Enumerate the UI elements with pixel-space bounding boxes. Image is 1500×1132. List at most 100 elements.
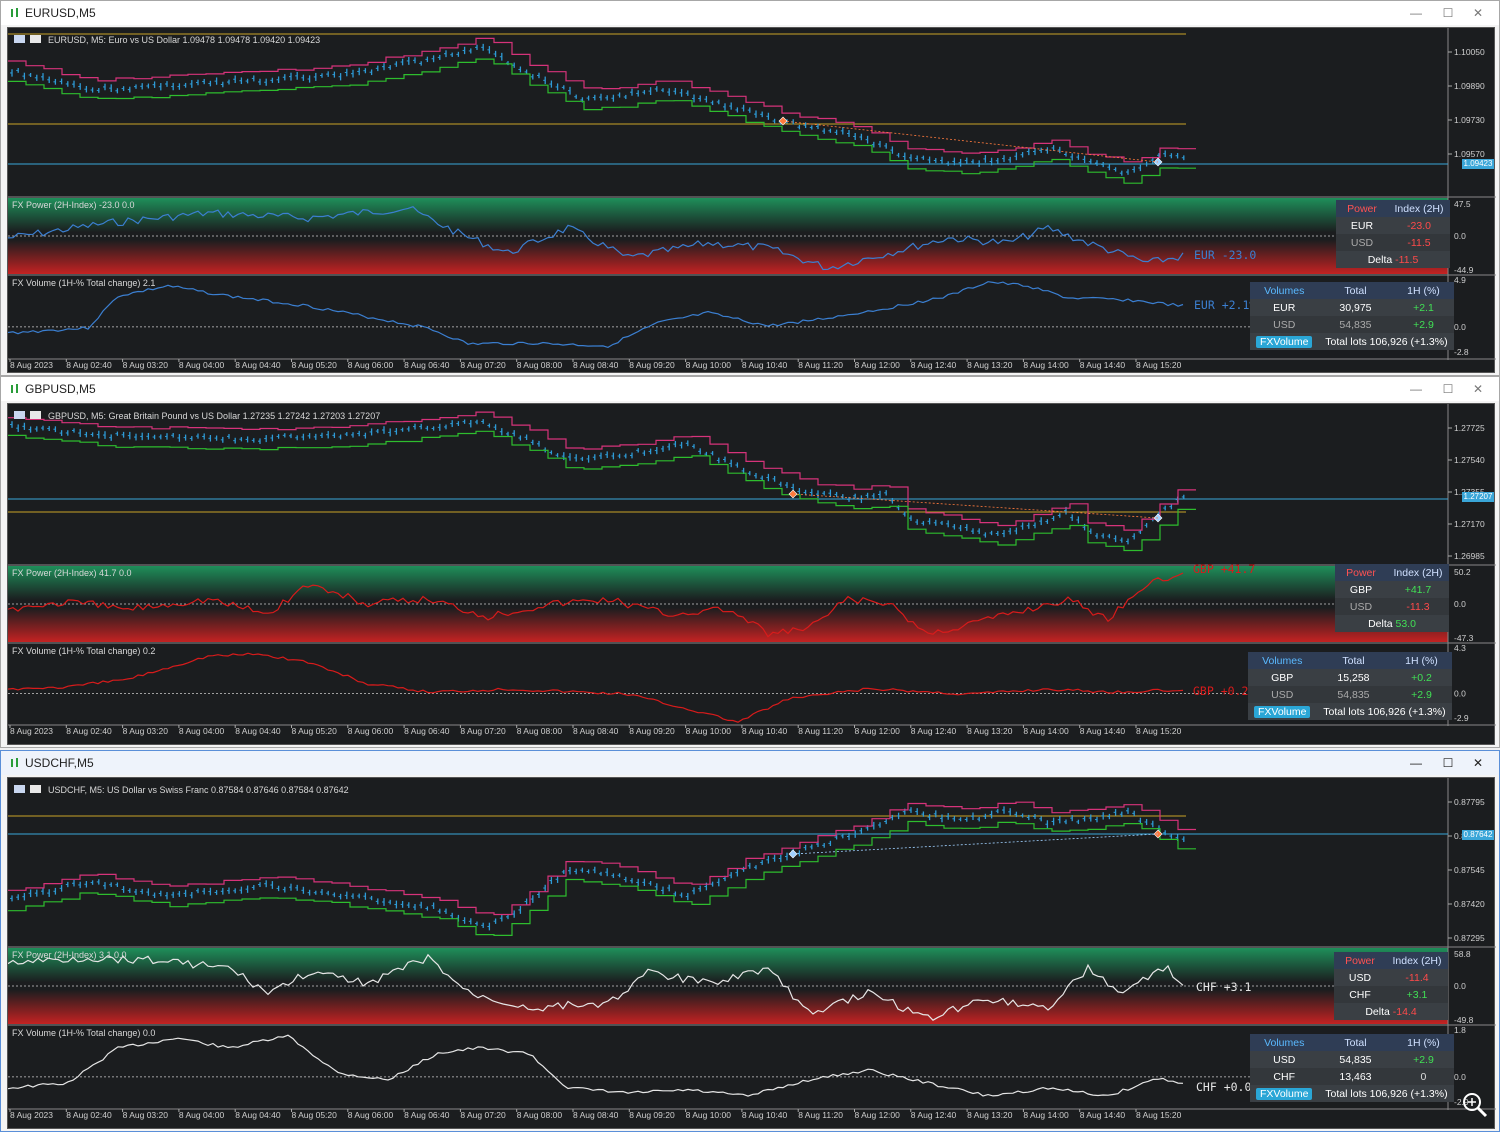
change-cell: +2.9 bbox=[1390, 686, 1453, 703]
volume-line bbox=[8, 1034, 1184, 1097]
time-label: 8 Aug 06:00 bbox=[348, 726, 394, 736]
support-line bbox=[8, 58, 1196, 184]
chart-area[interactable]: EURUSD, M5: Euro vs US Dollar 1.09478 1.… bbox=[7, 27, 1496, 373]
power-tick-label: -49.8 bbox=[1454, 1015, 1474, 1025]
maximize-icon[interactable]: ☐ bbox=[1442, 756, 1454, 770]
close-icon[interactable]: ✕ bbox=[1472, 382, 1484, 396]
time-label: 8 Aug 2023 bbox=[10, 1110, 53, 1120]
power-label: CHF +3.1 bbox=[1196, 980, 1252, 994]
zoom-icon[interactable] bbox=[1460, 1090, 1490, 1120]
total-lots: Total lots 106,926 (+1.3%) bbox=[1316, 703, 1453, 720]
time-label: 8 Aug 14:00 bbox=[1023, 1110, 1069, 1120]
resistance-line bbox=[8, 37, 1196, 163]
price-tick-label: 1.26985 bbox=[1454, 551, 1485, 561]
price-tick-label: 0.87545 bbox=[1454, 865, 1485, 875]
power-header: Power bbox=[1336, 200, 1388, 217]
volume-table: Volumes Total 1H (%) USD 54,835 +2.9 CHF 13,4… bbox=[1250, 1034, 1455, 1102]
power-line bbox=[8, 572, 1184, 638]
value-cell: +3.1 bbox=[1386, 986, 1448, 1003]
volume-label: EUR +2.1% bbox=[1194, 298, 1257, 312]
value-cell: -23.0 bbox=[1388, 217, 1450, 234]
total-lots: Total lots 106,926 (+1.3%) bbox=[1318, 333, 1455, 350]
minimize-icon[interactable]: — bbox=[1410, 756, 1422, 770]
chart-window-icon bbox=[11, 8, 18, 17]
time-label: 8 Aug 04:00 bbox=[179, 1110, 225, 1120]
minimize-icon[interactable]: — bbox=[1410, 382, 1422, 396]
time-label: 8 Aug 12:40 bbox=[911, 360, 957, 370]
change-cell: +2.9 bbox=[1392, 316, 1455, 333]
change-cell: +0.2 bbox=[1390, 669, 1453, 686]
power-tick-label: 47.5 bbox=[1454, 199, 1471, 209]
time-label: 8 Aug 12:00 bbox=[855, 1110, 901, 1120]
flag-icon bbox=[30, 35, 41, 43]
time-label: 8 Aug 02:40 bbox=[66, 360, 112, 370]
power-table: Power Index (2H) USD -11.4 CHF +3.1 Delta -… bbox=[1334, 952, 1448, 1020]
time-label: 8 Aug 06:00 bbox=[348, 360, 394, 370]
time-label: 8 Aug 07:20 bbox=[460, 726, 506, 736]
index-header: Index (2H) bbox=[1388, 200, 1450, 217]
close-icon[interactable]: ✕ bbox=[1472, 756, 1484, 770]
value-cell: -11.3 bbox=[1387, 598, 1449, 615]
symbol-info: EURUSD, M5: Euro vs US Dollar 1.09478 1.… bbox=[48, 35, 320, 45]
delta-value: -11.5 bbox=[1395, 253, 1419, 266]
symbol-info: GBPUSD, M5: Great Britain Pound vs US Do… bbox=[48, 411, 380, 421]
index-header: Index (2H) bbox=[1387, 564, 1449, 581]
price-chart-canvas[interactable]: USDCHF, M5: US Dollar vs Swiss Franc 0.8… bbox=[8, 778, 1496, 1128]
time-label: 8 Aug 14:40 bbox=[1080, 726, 1126, 736]
window-titlebar[interactable]: EURUSD,M5 — ☐ ✕ bbox=[1, 1, 1499, 25]
volume-label: GBP +0.2% bbox=[1193, 684, 1256, 698]
time-label: 8 Aug 12:40 bbox=[911, 1110, 957, 1120]
trade-connector bbox=[782, 120, 1159, 163]
currency-cell: CHF bbox=[1250, 1068, 1319, 1085]
price-tick-label: 0.87420 bbox=[1454, 899, 1485, 909]
minimize-icon[interactable]: — bbox=[1410, 6, 1422, 20]
currency-cell: USD bbox=[1335, 598, 1387, 615]
flag-icon bbox=[14, 35, 25, 43]
support-line bbox=[8, 820, 1196, 936]
power-title: FX Power (2H-Index) -23.0 0.0 bbox=[12, 200, 135, 210]
chart-area[interactable]: USDCHF, M5: US Dollar vs Swiss Franc 0.8… bbox=[7, 777, 1496, 1129]
currency-cell: USD bbox=[1334, 969, 1386, 986]
time-label: 8 Aug 04:00 bbox=[179, 360, 225, 370]
resistance-line bbox=[8, 411, 1196, 531]
power-label: EUR -23.0 bbox=[1194, 248, 1257, 262]
total-cell: 13,463 bbox=[1318, 1068, 1393, 1085]
volume-tick-label: 4.9 bbox=[1454, 275, 1466, 285]
chart-window-eurusd[interactable]: EURUSD,M5 — ☐ ✕ EURUSD, M5: Euro vs US D… bbox=[0, 0, 1500, 376]
price-chart-canvas[interactable]: EURUSD, M5: Euro vs US Dollar 1.09478 1.… bbox=[8, 28, 1496, 372]
currency-cell: EUR bbox=[1336, 217, 1388, 234]
total-cell: 54,835 bbox=[1318, 1051, 1393, 1068]
power-title: FX Power (2H-Index) 41.7 0.0 bbox=[12, 568, 132, 578]
chart-window-gbpusd[interactable]: GBPUSD,M5 — ☐ ✕ GBPUSD, M5: Great Britai… bbox=[0, 376, 1500, 748]
time-label: 8 Aug 08:00 bbox=[517, 726, 563, 736]
window-title: GBPUSD,M5 bbox=[25, 382, 96, 396]
time-label: 8 Aug 06:40 bbox=[404, 726, 450, 736]
currency-cell: GBP bbox=[1248, 669, 1317, 686]
time-label: 8 Aug 08:00 bbox=[517, 1110, 563, 1120]
price-chart-canvas[interactable]: GBPUSD, M5: Great Britain Pound vs US Do… bbox=[8, 404, 1496, 744]
window-titlebar[interactable]: USDCHF,M5 — ☐ ✕ bbox=[1, 751, 1499, 775]
power-header: Power bbox=[1335, 564, 1387, 581]
maximize-icon[interactable]: ☐ bbox=[1442, 6, 1454, 20]
delta-value: 53.0 bbox=[1395, 617, 1416, 630]
total-cell: 54,835 bbox=[1316, 686, 1391, 703]
window-titlebar[interactable]: GBPUSD,M5 — ☐ ✕ bbox=[1, 377, 1499, 401]
time-label: 8 Aug 14:40 bbox=[1080, 1110, 1126, 1120]
price-tick-label: 1.09730 bbox=[1454, 115, 1485, 125]
close-icon[interactable]: ✕ bbox=[1472, 6, 1484, 20]
volume-table: Volumes Total 1H (%) EUR 30,975 +2.1 USD 54,8… bbox=[1250, 282, 1455, 350]
maximize-icon[interactable]: ☐ bbox=[1442, 382, 1454, 396]
fxvolume-badge: FXVolume bbox=[1254, 705, 1311, 718]
time-label: 8 Aug 07:20 bbox=[460, 360, 506, 370]
index-header: Index (2H) bbox=[1386, 952, 1448, 969]
time-label: 8 Aug 08:40 bbox=[573, 1110, 619, 1120]
time-label: 8 Aug 08:40 bbox=[573, 360, 619, 370]
chart-area[interactable]: GBPUSD, M5: Great Britain Pound vs US Do… bbox=[7, 403, 1496, 745]
time-label: 8 Aug 02:40 bbox=[66, 726, 112, 736]
time-label: 8 Aug 15:20 bbox=[1136, 726, 1182, 736]
currency-cell: USD bbox=[1250, 1051, 1319, 1068]
chart-window-usdchf[interactable]: USDCHF,M5 — ☐ ✕ USDCHF, M5: US Dollar vs… bbox=[0, 750, 1500, 1132]
time-label: 8 Aug 10:00 bbox=[686, 726, 732, 736]
time-label: 8 Aug 07:20 bbox=[460, 1110, 506, 1120]
volume-tick-label: -2.9 bbox=[1454, 1097, 1469, 1107]
